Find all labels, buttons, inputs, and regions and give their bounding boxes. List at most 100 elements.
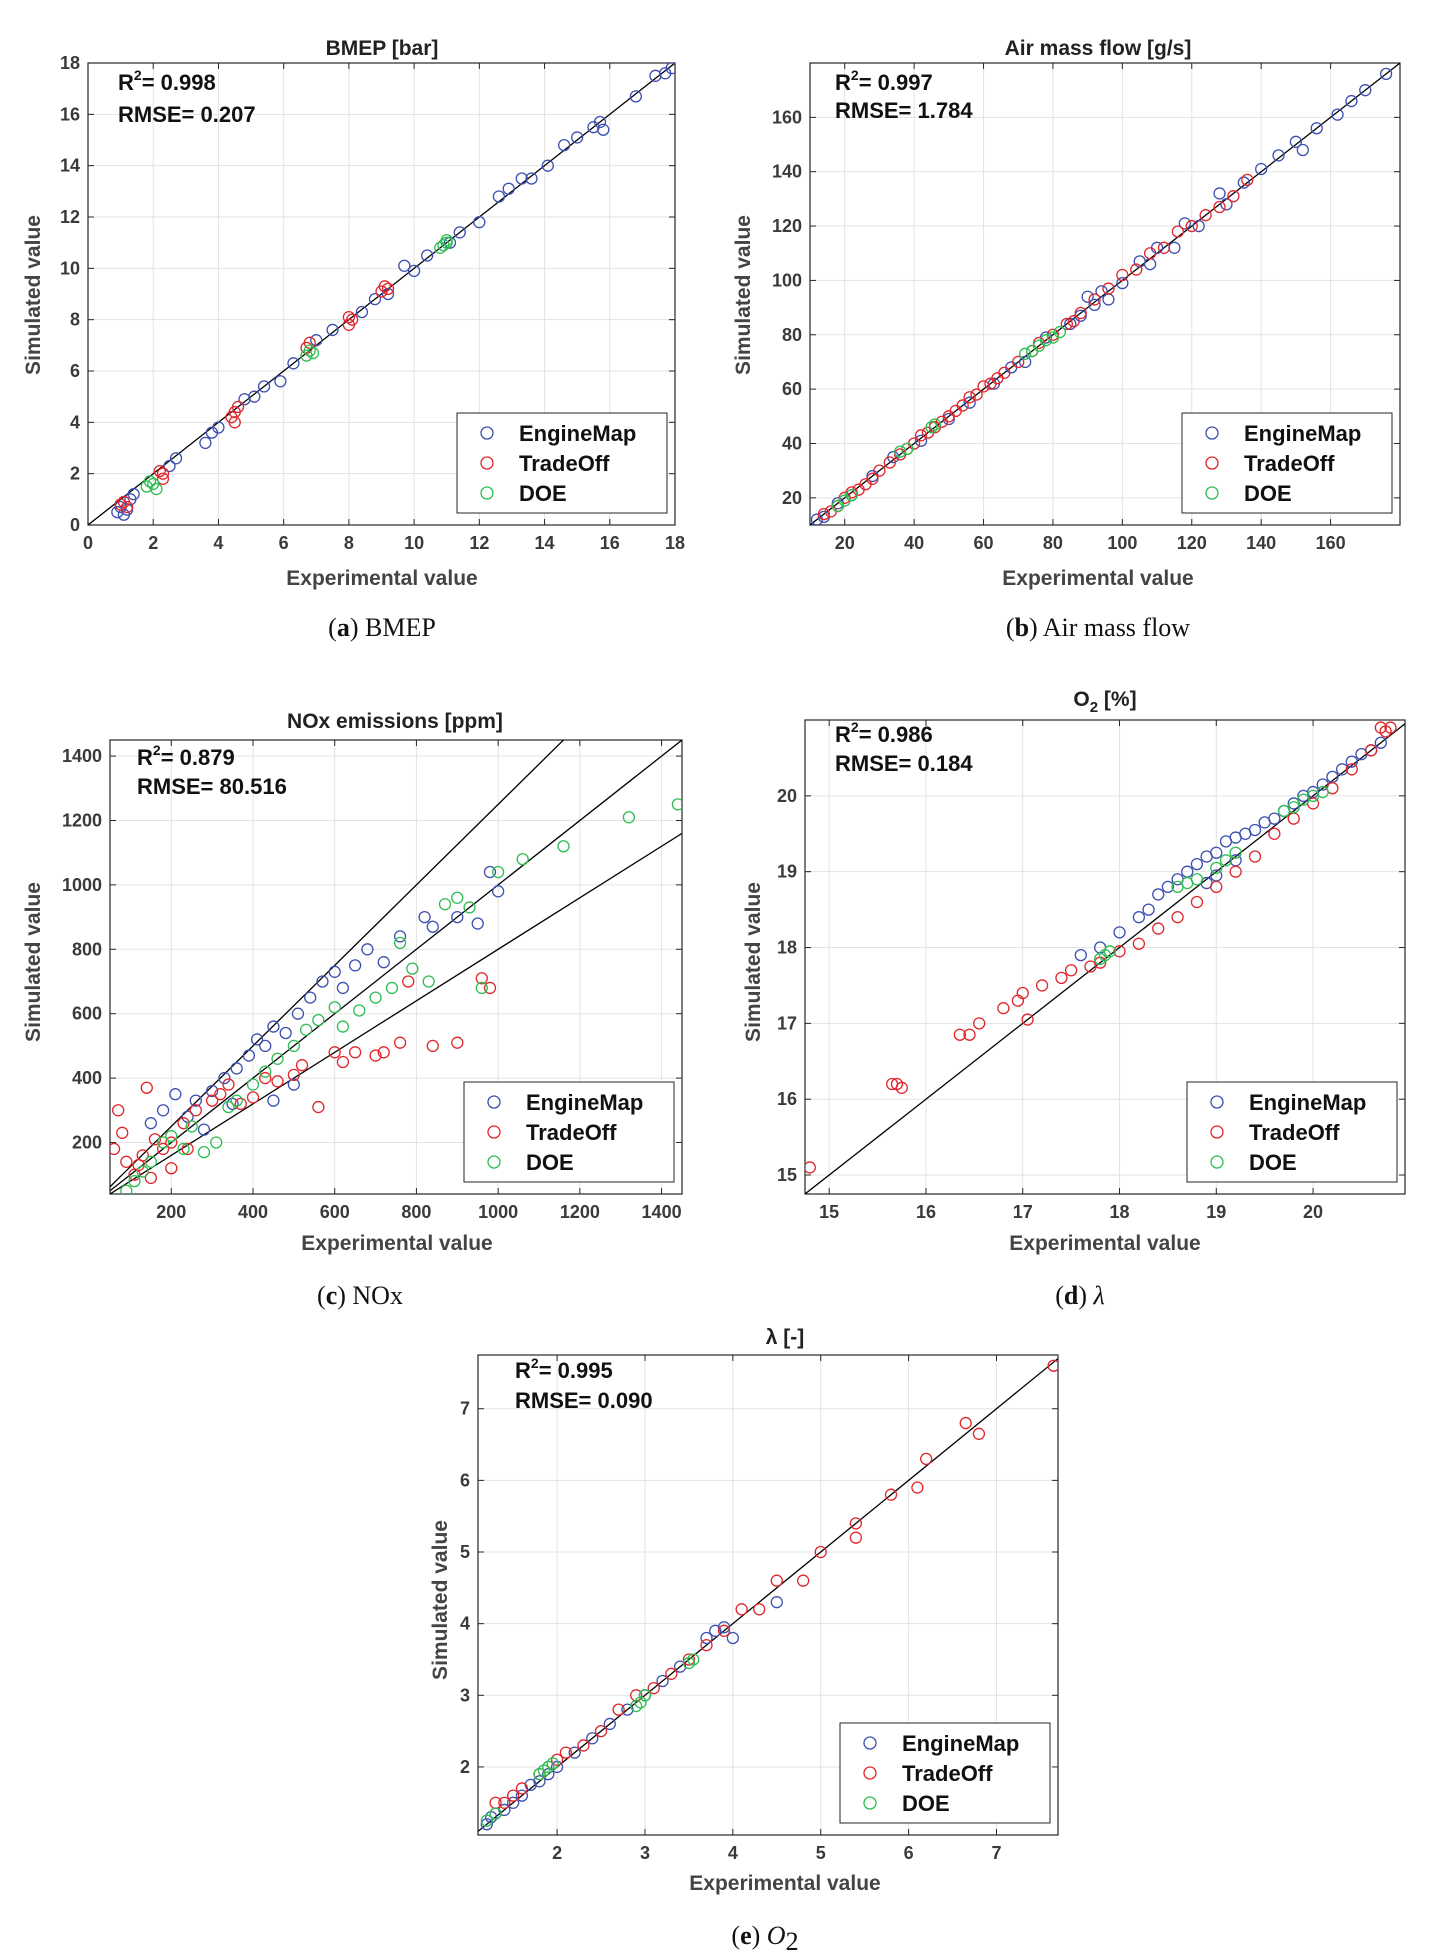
data-point (475, 981, 488, 995)
data-point (480, 1818, 493, 1831)
data-point (271, 1052, 284, 1065)
data-point (1053, 325, 1067, 339)
series-tradeoff (110, 972, 497, 1185)
data-point (1012, 355, 1025, 369)
data-point (231, 400, 245, 414)
panel-d: O2 [%] 15 16 17 18 19 20 15 16 17 18 19 20 EngineMap… (742, 688, 1406, 1310)
data-point (480, 1814, 493, 1827)
legend-marker (1205, 456, 1219, 470)
data-point (1116, 268, 1129, 282)
data-point (165, 1136, 178, 1149)
r2-value: 0.998 (161, 70, 216, 95)
data-point (814, 1545, 827, 1559)
data-point (542, 1760, 555, 1774)
rmse-value: 0.090 (598, 1388, 653, 1413)
data-point (656, 1674, 669, 1688)
data-point (1102, 293, 1115, 306)
data-point (1143, 257, 1157, 271)
data-point (953, 1028, 966, 1041)
y-tick-label: 17 (777, 1013, 797, 1033)
data-point (515, 1789, 529, 1802)
data-point (963, 396, 976, 409)
data-point (920, 1452, 933, 1466)
rmse-label: RMSE= 0.090 (515, 1388, 653, 1413)
data-point (328, 1046, 341, 1059)
data-point (665, 1667, 678, 1680)
plot-area: 200 400 600 800 1000 1200 1400 200 400 600 800 1000… (62, 739, 683, 1222)
legend-label: DOE (519, 481, 567, 506)
data-point (1219, 854, 1233, 867)
x-tick-label: 120 (1177, 533, 1207, 553)
data-point (612, 1703, 625, 1716)
data-point (114, 498, 127, 511)
series-tradeoff (489, 1359, 1058, 1809)
data-point (316, 975, 329, 988)
data-point (884, 1488, 898, 1501)
data-point (267, 1094, 280, 1107)
data-point (271, 1075, 284, 1088)
reference-lines (110, 740, 682, 1194)
data-point (1287, 801, 1300, 814)
data-point (1103, 945, 1116, 958)
data-point (140, 1081, 153, 1094)
data-point (246, 1078, 260, 1091)
legend-marker (487, 1095, 501, 1109)
data-point (507, 1796, 520, 1809)
data-point (963, 1028, 976, 1041)
data-point (1199, 209, 1212, 222)
data-point (622, 811, 636, 824)
y-tick-label: 10 (60, 258, 80, 278)
data-point (515, 172, 528, 185)
data-point (422, 975, 435, 988)
data-point (355, 305, 369, 319)
data-point (483, 865, 497, 879)
axis-frame (109, 739, 683, 1195)
legend-marker (487, 1125, 501, 1139)
data-point (1039, 334, 1053, 347)
x-tick-label: 2 (148, 533, 158, 553)
data-point (1190, 857, 1204, 871)
data-point (156, 467, 170, 480)
x-tick-label: 80 (1043, 533, 1063, 553)
data-point (259, 1065, 272, 1078)
x-tick-label: 10 (404, 533, 424, 553)
axis-frame (87, 62, 676, 526)
data-point (1116, 276, 1129, 290)
data-point (577, 1739, 590, 1752)
grid (810, 63, 1400, 525)
data-point (197, 1123, 211, 1136)
data-point (156, 1142, 170, 1156)
legend-marker (487, 1155, 501, 1169)
data-point (1335, 763, 1349, 776)
plot-title: NOx emissions [ppm] (287, 710, 503, 733)
rmse-label: RMSE= 0.207 (118, 102, 256, 127)
data-point (116, 1126, 129, 1139)
panel-c: NOx emissions [ppm] 200 400 600 800 1000 1200… (22, 710, 683, 1310)
data-point (1035, 979, 1049, 992)
data-point (110, 1142, 121, 1156)
legend-label: DOE (526, 1150, 574, 1175)
data-point (144, 1171, 158, 1185)
data-point (537, 1764, 551, 1777)
y-tick-label: 100 (772, 270, 802, 290)
data-point (491, 885, 505, 898)
data-point (156, 472, 170, 485)
data-point (1268, 827, 1281, 840)
data-point (148, 1133, 162, 1146)
data-point (421, 249, 434, 262)
legend-label: DOE (902, 1791, 950, 1816)
y-tick-label: 20 (782, 488, 802, 508)
x-tick-label: 600 (320, 1202, 350, 1222)
data-point (426, 920, 439, 933)
x-tick-label: 15 (819, 1202, 839, 1222)
plot-area: 20 40 60 80 100 120 140 160 20 40 60 80 100 120 140 160… (772, 62, 1401, 553)
data-point (368, 292, 382, 306)
x-tick-label: 2 (552, 1843, 562, 1863)
data-point (700, 1631, 713, 1645)
data-point (911, 1481, 924, 1494)
data-point (205, 1094, 219, 1107)
data-point (1384, 721, 1397, 734)
data-point (1113, 945, 1126, 958)
data-point (485, 1810, 498, 1824)
